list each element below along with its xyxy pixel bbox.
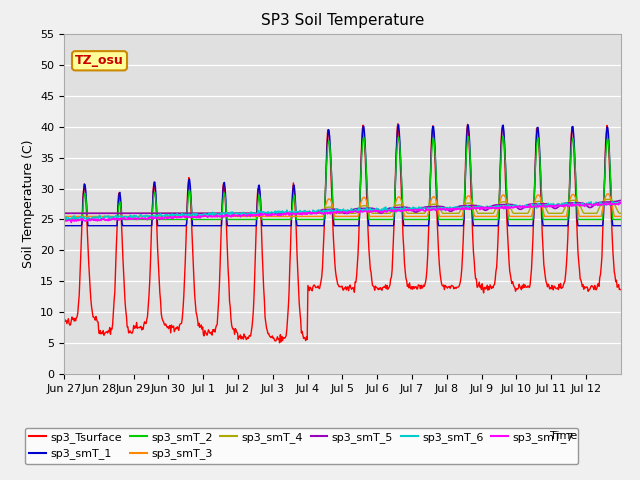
sp3_smT_3 [255,214,263,219]
sp3_smT_7 [617,200,625,205]
sp3_Tsurface [617,287,625,292]
sp3_smT_6 [609,199,617,204]
Line: sp3_smT_4: sp3_smT_4 [64,199,621,213]
sp3_smT_2 [431,149,439,155]
Text: Time: Time [550,431,577,441]
sp3_Tsurface [276,340,284,346]
sp3_smT_6 [126,212,134,218]
sp3_smT_4 [125,210,133,216]
sp3_smT_1 [60,223,68,228]
Line: sp3_smT_5: sp3_smT_5 [64,201,621,213]
sp3_Tsurface [125,330,133,336]
sp3_Tsurface [255,187,263,192]
Legend: sp3_Tsurface, sp3_smT_1, sp3_smT_2, sp3_smT_3, sp3_smT_4, sp3_smT_5, sp3_smT_6, : sp3_Tsurface, sp3_smT_1, sp3_smT_2, sp3_… [25,428,579,464]
sp3_Tsurface [394,121,402,127]
Line: sp3_Tsurface: sp3_Tsurface [64,124,621,343]
sp3_smT_6 [277,210,285,216]
sp3_smT_7 [432,207,440,213]
sp3_smT_3 [276,214,284,219]
sp3_smT_3 [604,191,612,197]
sp3_smT_7 [256,210,264,216]
sp3_smT_4 [431,201,439,207]
sp3_smT_5 [255,210,263,216]
sp3_smT_7 [67,219,75,225]
Text: TZ_osu: TZ_osu [75,54,124,67]
sp3_smT_1 [228,223,236,228]
sp3_smT_5 [431,204,439,209]
Title: SP3 Soil Temperature: SP3 Soil Temperature [260,13,424,28]
sp3_smT_7 [126,216,134,221]
sp3_Tsurface [401,268,409,274]
sp3_smT_7 [228,212,236,218]
sp3_smT_6 [60,216,68,221]
sp3_smT_3 [400,209,408,215]
sp3_smT_7 [60,218,68,224]
sp3_smT_5 [400,204,408,210]
sp3_smT_3 [431,195,439,201]
sp3_smT_4 [228,210,236,216]
sp3_smT_4 [60,210,68,216]
sp3_smT_5 [276,210,284,216]
sp3_smT_5 [228,210,236,216]
sp3_smT_6 [65,217,73,223]
sp3_smT_6 [401,204,408,210]
sp3_Tsurface [433,196,440,202]
Line: sp3_smT_7: sp3_smT_7 [64,203,621,222]
sp3_smT_2 [125,216,133,222]
Line: sp3_smT_6: sp3_smT_6 [64,202,621,220]
Line: sp3_smT_1: sp3_smT_1 [64,125,621,226]
sp3_Tsurface [277,339,285,345]
sp3_smT_1 [464,122,472,128]
sp3_smT_1 [276,223,284,228]
sp3_smT_1 [617,223,625,228]
sp3_smT_4 [276,210,284,216]
sp3_smT_4 [617,210,625,216]
sp3_smT_3 [228,214,236,219]
sp3_smT_2 [228,216,236,222]
sp3_smT_1 [255,182,263,188]
sp3_Tsurface [60,320,68,326]
sp3_smT_1 [431,144,439,150]
sp3_smT_1 [400,223,408,228]
sp3_smT_7 [401,207,408,213]
sp3_smT_5 [60,210,68,216]
sp3_smT_6 [617,200,625,206]
Line: sp3_smT_2: sp3_smT_2 [64,136,621,219]
sp3_smT_6 [256,209,264,215]
sp3_smT_3 [125,214,133,219]
sp3_smT_2 [255,192,263,198]
sp3_smT_3 [60,214,68,219]
sp3_smT_2 [276,216,284,222]
sp3_smT_2 [60,216,68,222]
Y-axis label: Soil Temperature (C): Soil Temperature (C) [22,140,35,268]
sp3_smT_4 [400,204,408,210]
sp3_smT_6 [432,205,440,211]
sp3_smT_4 [255,210,263,216]
sp3_smT_7 [277,213,285,218]
sp3_smT_2 [499,133,507,139]
sp3_smT_2 [400,216,408,222]
sp3_smT_1 [125,223,133,228]
sp3_Tsurface [228,323,236,328]
sp3_smT_3 [617,214,625,219]
Line: sp3_smT_3: sp3_smT_3 [64,194,621,216]
sp3_smT_5 [125,210,133,216]
sp3_smT_2 [617,216,625,222]
sp3_smT_5 [617,198,625,204]
sp3_smT_4 [605,196,612,202]
sp3_smT_6 [228,209,236,215]
